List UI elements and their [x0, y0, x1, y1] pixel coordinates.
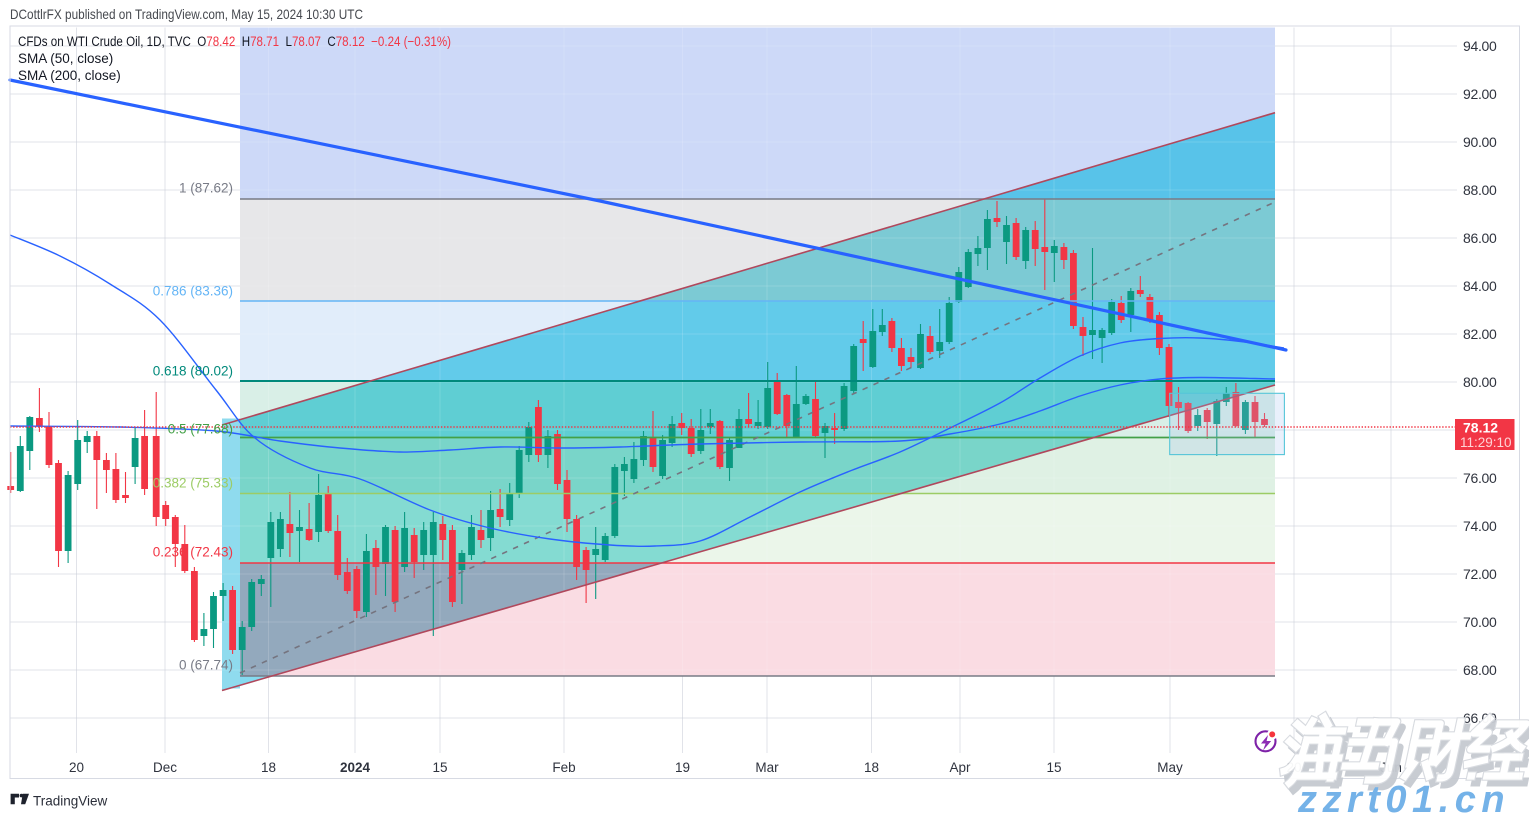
svg-text:2024: 2024 [340, 760, 371, 775]
svg-text:76.00: 76.00 [1463, 470, 1497, 486]
svg-text:80.00: 80.00 [1463, 374, 1497, 390]
svg-text:72.00: 72.00 [1463, 566, 1497, 582]
svg-text:CFDs on WTI Crude Oil, 1D, TVC: CFDs on WTI Crude Oil, 1D, TVC O78.42 H7… [18, 34, 451, 49]
svg-text:19: 19 [675, 760, 690, 775]
svg-text:70.00: 70.00 [1463, 614, 1497, 630]
svg-text:74.00: 74.00 [1463, 518, 1497, 534]
svg-text:78.12: 78.12 [1463, 420, 1498, 436]
svg-text:84.00: 84.00 [1463, 278, 1497, 294]
svg-text:15: 15 [432, 760, 447, 775]
svg-text:zzrt01.cn: zzrt01.cn [1300, 782, 1513, 817]
svg-text:1 (87.62): 1 (87.62) [179, 181, 233, 196]
svg-text:92.00: 92.00 [1463, 86, 1497, 102]
svg-text:0.236 (72.43): 0.236 (72.43) [153, 545, 233, 560]
svg-text:86.00: 86.00 [1463, 230, 1497, 246]
svg-text:0.786 (83.36): 0.786 (83.36) [153, 284, 233, 299]
svg-text:68.00: 68.00 [1463, 662, 1497, 678]
svg-text:18: 18 [261, 760, 276, 775]
svg-text:0.5 (77.68): 0.5 (77.68) [168, 422, 233, 437]
svg-text:Apr: Apr [949, 760, 971, 775]
svg-text:0.618 (80.02): 0.618 (80.02) [153, 364, 233, 379]
svg-text:18: 18 [864, 760, 879, 775]
svg-text:TradingView: TradingView [33, 794, 108, 809]
svg-text:SMA (50, close): SMA (50, close) [18, 51, 113, 66]
svg-text:Dec: Dec [153, 760, 177, 775]
svg-text:DCottlrFX published on Trading: DCottlrFX published on TradingView.com, … [10, 6, 363, 22]
svg-text:May: May [1157, 760, 1183, 775]
svg-text:0 (67.74): 0 (67.74) [179, 658, 233, 673]
svg-text:SMA (200, close): SMA (200, close) [18, 68, 121, 83]
svg-text:94.00: 94.00 [1463, 38, 1497, 54]
svg-text:20: 20 [69, 760, 84, 775]
svg-text:11:29:10: 11:29:10 [1460, 435, 1512, 450]
svg-text:82.00: 82.00 [1463, 326, 1497, 342]
svg-text:0.382 (75.33): 0.382 (75.33) [153, 476, 233, 491]
svg-text:88.00: 88.00 [1463, 182, 1497, 198]
svg-text:90.00: 90.00 [1463, 134, 1497, 150]
svg-text:zzrt01.cn: zzrt01.cn [1297, 779, 1510, 817]
svg-text:Feb: Feb [552, 760, 575, 775]
svg-text:Mar: Mar [755, 760, 779, 775]
svg-text:15: 15 [1046, 760, 1061, 775]
